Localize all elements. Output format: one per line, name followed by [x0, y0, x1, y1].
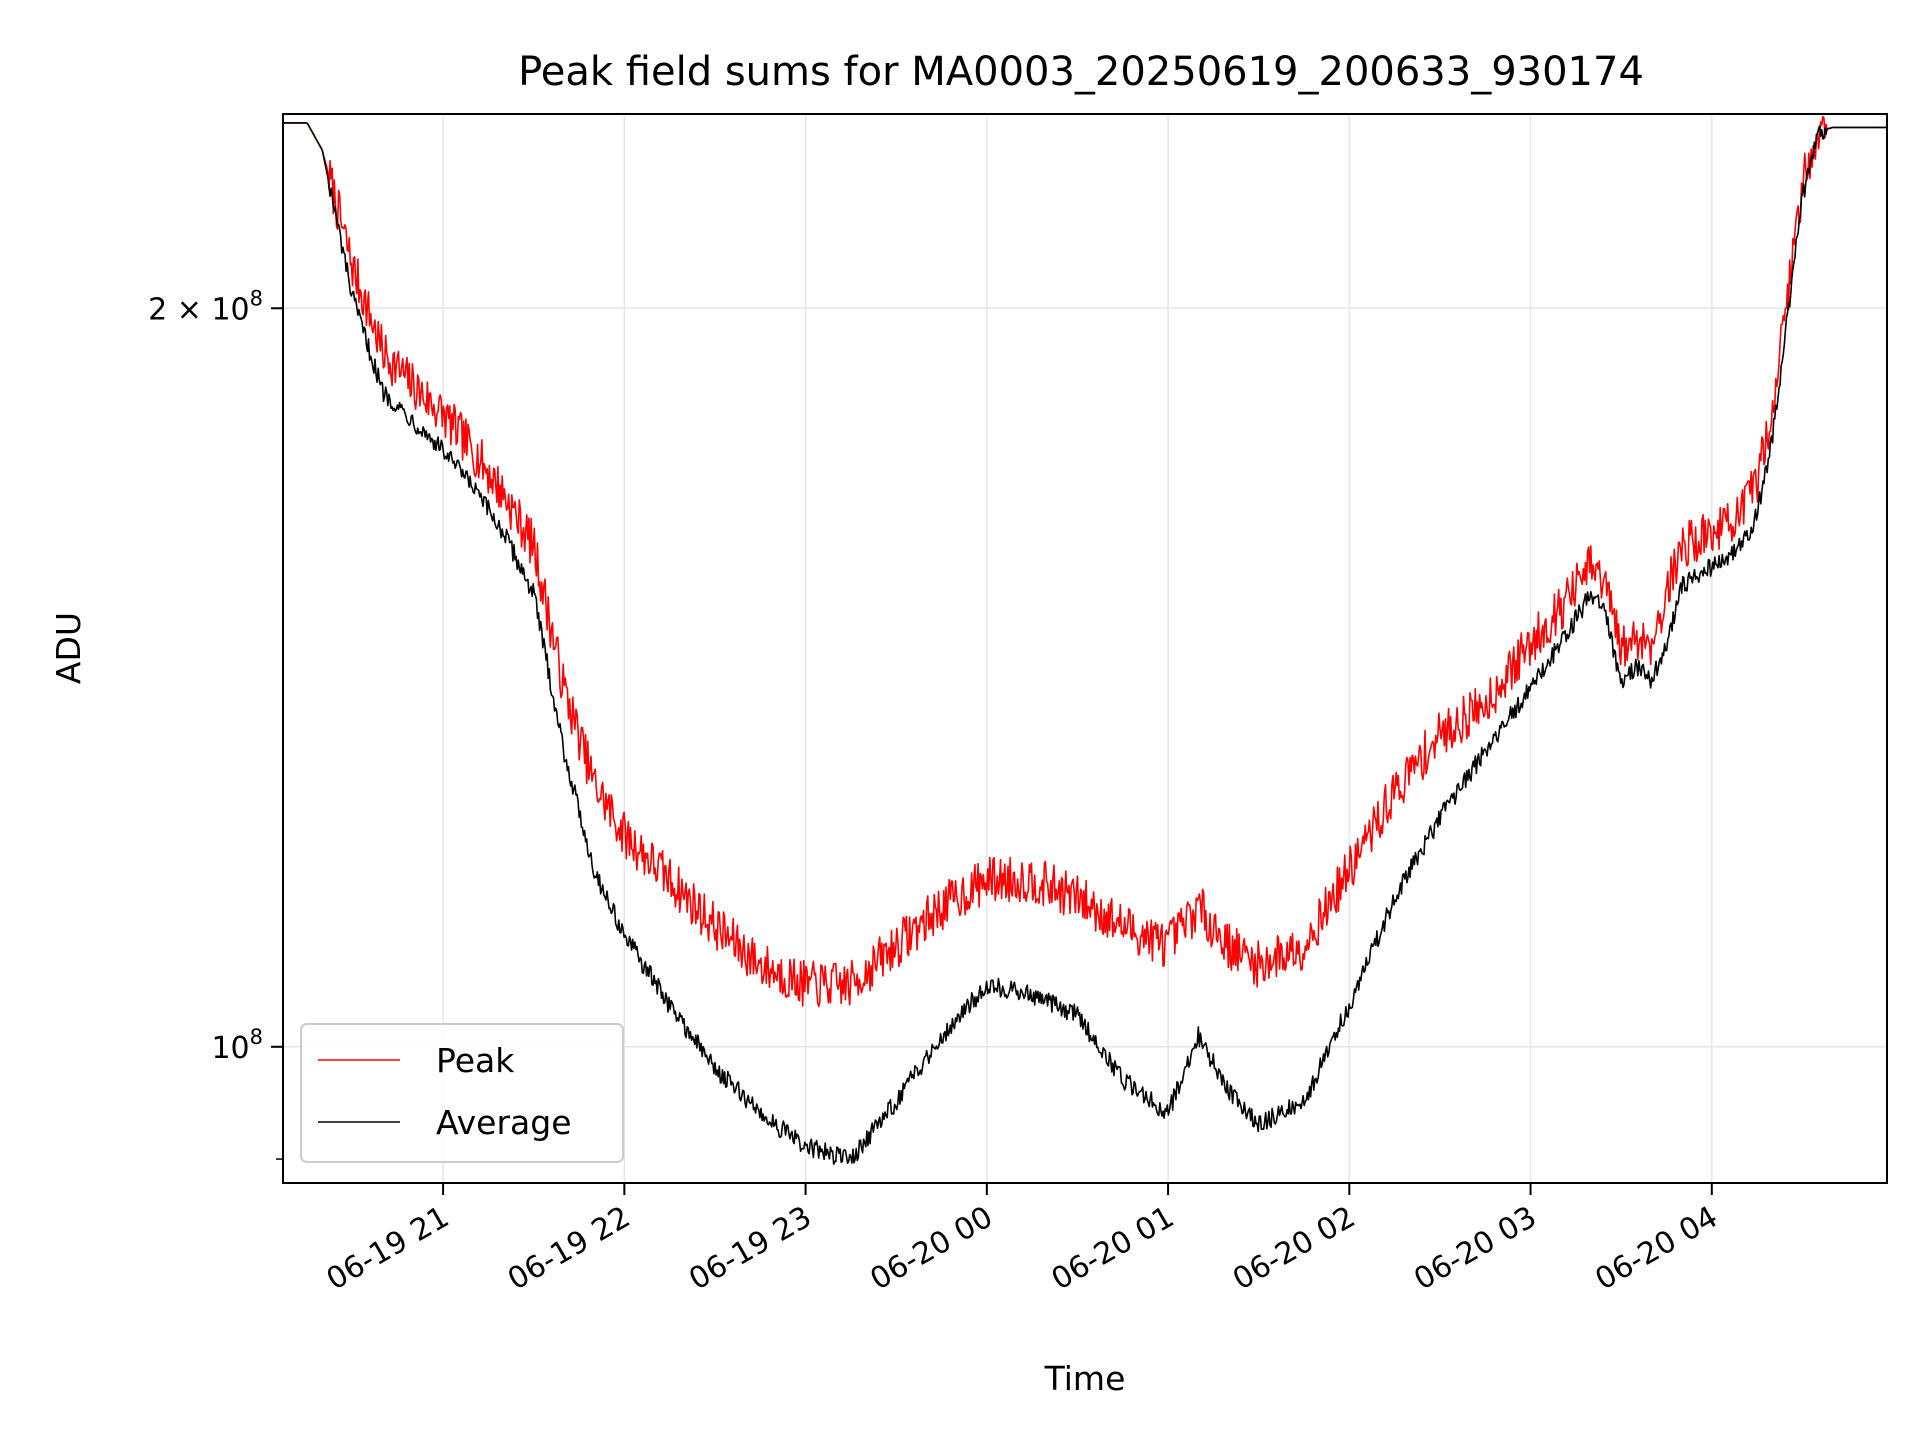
- y-tick-base: 10: [211, 1031, 249, 1066]
- legend-box: [300, 1023, 624, 1163]
- legend-label-average: Average: [436, 1103, 572, 1142]
- series-layer: [283, 115, 1887, 1165]
- series-line-average: [283, 122, 1887, 1165]
- y-tick-label: 108: [211, 1025, 263, 1066]
- y-tick-base: 10: [211, 292, 249, 327]
- legend-label-peak: Peak: [436, 1041, 515, 1080]
- y-tick-coefficient: 2 ×: [148, 292, 211, 327]
- plot-frame: [282, 113, 1888, 1184]
- chart-title: Peak field sums for MA0003_20250619_2006…: [518, 49, 1644, 95]
- y-tick-exponent: 8: [250, 286, 263, 310]
- series-line-peak: [283, 115, 1887, 1008]
- y-tick-label: 2 × 108: [148, 286, 263, 327]
- x-axis-label: Time: [1044, 1359, 1126, 1398]
- legend: Peak Average: [300, 1023, 624, 1163]
- y-tick-exponent: 8: [250, 1025, 263, 1049]
- y-axis-label: ADU: [49, 612, 88, 684]
